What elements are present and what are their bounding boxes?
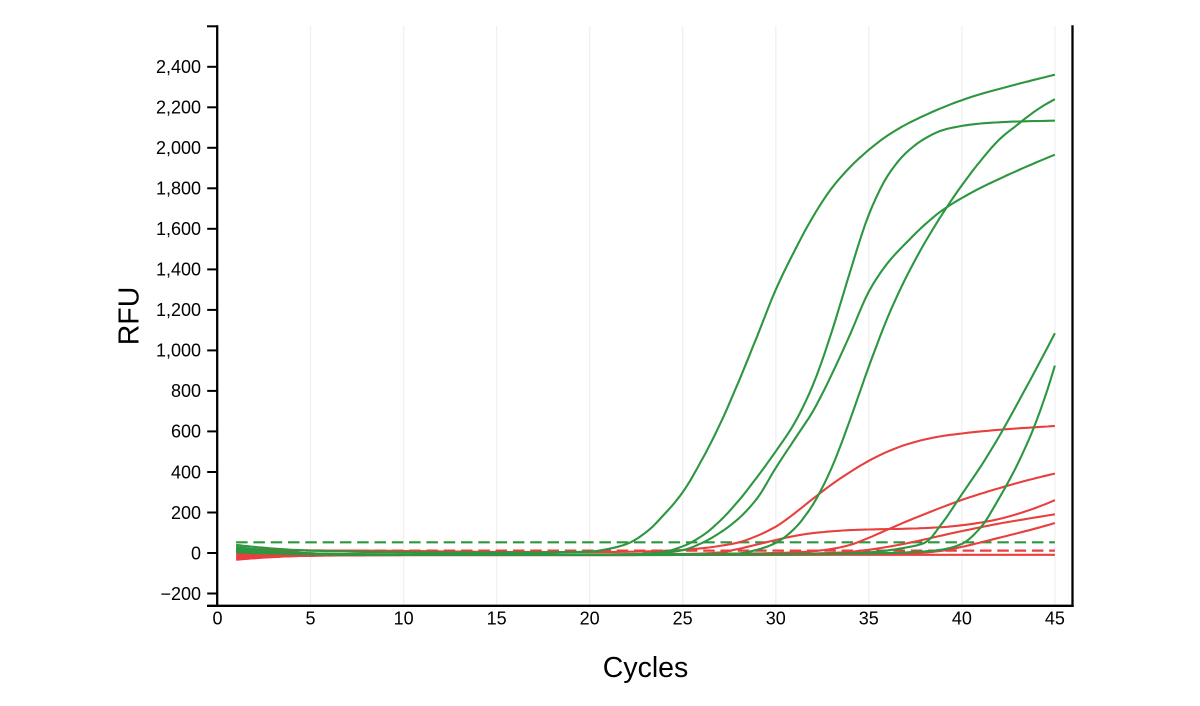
svg-text:1,400: 1,400	[156, 260, 201, 280]
svg-text:1,600: 1,600	[156, 219, 201, 239]
svg-text:2,400: 2,400	[156, 57, 201, 77]
svg-text:30: 30	[766, 609, 786, 629]
svg-text:45: 45	[1045, 609, 1065, 629]
svg-text:1,200: 1,200	[156, 300, 201, 320]
svg-text:25: 25	[673, 609, 693, 629]
svg-text:600: 600	[171, 422, 201, 442]
svg-text:1,800: 1,800	[156, 179, 201, 199]
svg-text:0: 0	[191, 543, 201, 563]
svg-text:40: 40	[952, 609, 972, 629]
svg-text:400: 400	[171, 462, 201, 482]
svg-text:10: 10	[394, 609, 414, 629]
svg-text:0: 0	[212, 609, 222, 629]
svg-text:−200: −200	[160, 584, 201, 604]
svg-text:5: 5	[305, 609, 315, 629]
svg-text:2,200: 2,200	[156, 98, 201, 118]
svg-text:Cycles: Cycles	[603, 652, 689, 684]
svg-text:800: 800	[171, 381, 201, 401]
svg-text:1,000: 1,000	[156, 341, 201, 361]
svg-text:15: 15	[487, 609, 507, 629]
svg-text:20: 20	[580, 609, 600, 629]
svg-text:35: 35	[859, 609, 879, 629]
svg-text:200: 200	[171, 503, 201, 523]
svg-text:2,000: 2,000	[156, 138, 201, 158]
svg-text:RFU: RFU	[114, 287, 146, 346]
